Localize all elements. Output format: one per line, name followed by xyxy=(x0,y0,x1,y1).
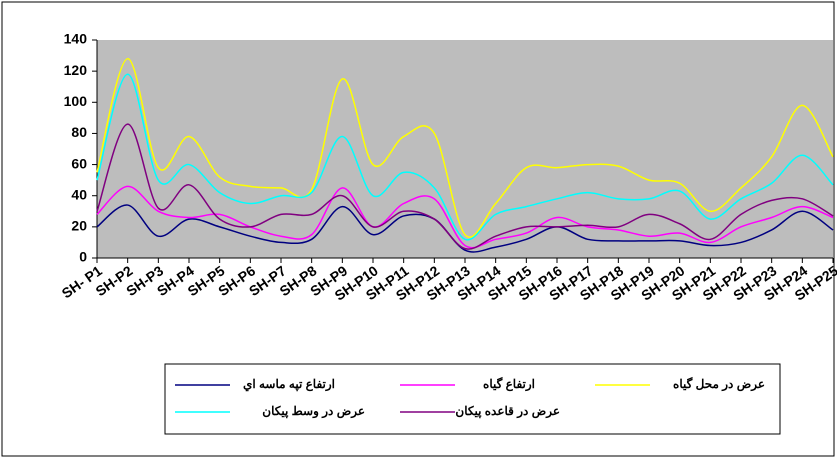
legend-label: عرض در وسط پیکان xyxy=(262,404,365,419)
series-line xyxy=(96,204,834,253)
plot-area xyxy=(97,40,833,258)
legend-label: عرض در محل گیاه xyxy=(673,376,765,392)
y-tick-label: 100 xyxy=(64,93,88,109)
legend-label: عرض در قاعده پیکان xyxy=(455,404,560,419)
series-line xyxy=(96,123,834,250)
series-line xyxy=(96,73,834,241)
y-tick-label: 120 xyxy=(64,62,88,78)
series-line xyxy=(96,185,834,249)
legend-label: ارتفاع تپه ماسه اي xyxy=(243,377,335,392)
y-tick-label: 20 xyxy=(71,218,87,234)
y-tick-label: 140 xyxy=(64,31,88,47)
y-tick-label: 80 xyxy=(71,124,87,140)
y-tick-label: 0 xyxy=(79,249,87,265)
legend-box xyxy=(164,363,781,435)
y-tick-label: 60 xyxy=(71,155,87,171)
legend: ارتفاع تپه ماسه اي ارتفاع گیاه عرض در محل … xyxy=(175,376,765,419)
legend-label: ارتفاع گیاه xyxy=(483,376,535,392)
series-line xyxy=(96,57,834,238)
y-tick-label: 40 xyxy=(71,186,87,202)
